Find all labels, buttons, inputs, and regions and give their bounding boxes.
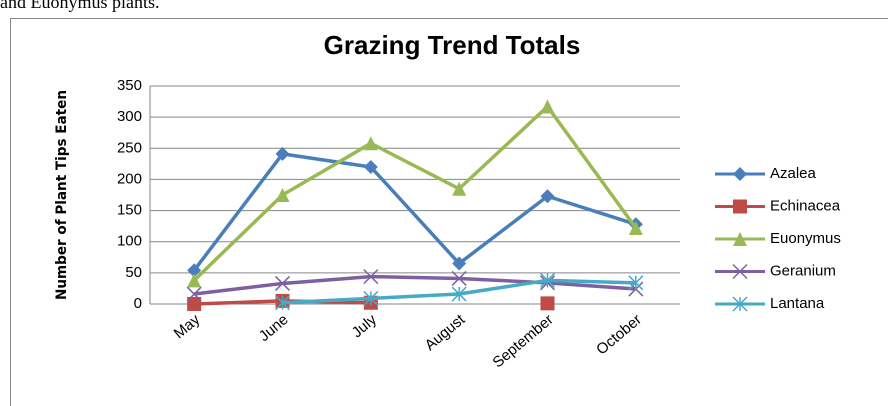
y-tick-label: 350 xyxy=(117,77,142,94)
series-line xyxy=(192,104,638,282)
marker xyxy=(451,270,467,286)
x-tick-label: September xyxy=(489,311,556,371)
y-axis-label: Number of Plant Tips Eaten xyxy=(54,90,70,300)
legend-label: Geranium xyxy=(770,262,836,279)
marker xyxy=(733,167,747,181)
y-tick-label: 300 xyxy=(117,108,142,125)
y-tick-label: 50 xyxy=(125,264,142,281)
caption: and Euonymus plants. xyxy=(0,0,160,12)
marker xyxy=(363,136,378,151)
legend-label: Azalea xyxy=(770,165,817,182)
marker xyxy=(540,189,555,204)
x-tick-label: October xyxy=(593,311,645,358)
series-line xyxy=(193,274,636,296)
marker xyxy=(275,146,290,161)
marker xyxy=(363,269,379,285)
marker xyxy=(451,286,467,302)
chart-title: Grazing Trend Totals xyxy=(324,30,581,60)
marker xyxy=(186,286,202,302)
x-tick-label: May xyxy=(171,311,204,343)
marker xyxy=(539,272,556,288)
marker xyxy=(733,199,747,214)
marker xyxy=(363,290,379,306)
legend-label: Lantana xyxy=(770,295,825,312)
marker xyxy=(628,275,644,291)
marker xyxy=(452,256,467,271)
chart-frame xyxy=(10,18,888,406)
marker xyxy=(732,296,748,312)
marker xyxy=(540,99,555,114)
marker xyxy=(274,275,291,291)
y-tick-label: 100 xyxy=(117,233,142,250)
marker xyxy=(363,159,378,174)
y-tick-label: 200 xyxy=(117,170,142,187)
marker xyxy=(733,232,747,246)
y-tick-label: 0 xyxy=(134,295,142,312)
marker xyxy=(275,188,290,202)
marker xyxy=(540,296,555,311)
marker xyxy=(187,263,202,278)
marker xyxy=(187,297,202,311)
marker xyxy=(452,181,467,196)
marker xyxy=(628,221,643,236)
legend-label: Euonymus xyxy=(770,230,841,247)
x-tick-label: August xyxy=(422,311,469,355)
y-tick-label: 250 xyxy=(117,139,142,156)
marker xyxy=(274,295,291,311)
y-tick-label: 150 xyxy=(117,202,142,219)
marker xyxy=(732,263,748,280)
x-tick-label: June xyxy=(256,311,292,345)
series-line xyxy=(192,152,637,272)
x-tick-label: July xyxy=(349,311,381,341)
legend-label: Echinacea xyxy=(770,197,841,214)
marker xyxy=(187,273,202,288)
